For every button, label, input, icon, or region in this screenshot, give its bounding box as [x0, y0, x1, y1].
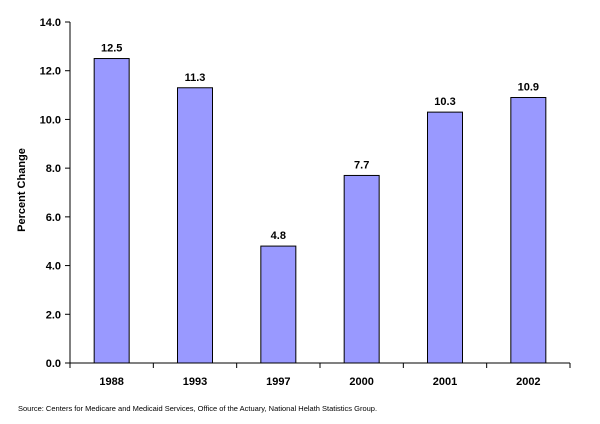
- source-note: Source: Centers for Medicare and Medicai…: [18, 404, 378, 413]
- y-axis: 0.0 2.0 4.0 6.0 8.0 10.0 12.0 14.0: [40, 17, 71, 370]
- y-tick-label: 4.0: [46, 261, 61, 273]
- x-tick-label-2000: 2000: [349, 376, 373, 388]
- data-label-1988: 12.5: [101, 43, 122, 55]
- x-axis: 1988 1993 1997 2000 2001 2002: [69, 362, 571, 388]
- x-tick-label-1988: 1988: [99, 376, 123, 388]
- bar-2001: [427, 111, 463, 364]
- bar-2000: [343, 174, 380, 364]
- y-tick-label: 8.0: [46, 163, 61, 175]
- x-tick-label-2002: 2002: [516, 376, 540, 388]
- bar-1997: [260, 245, 297, 364]
- y-axis-label: Percent Change: [16, 148, 28, 232]
- y-tick-label: 10.0: [40, 114, 61, 126]
- bars: 12.5 11.3 4.8 7.7 10.3 10.9: [93, 43, 547, 364]
- data-label-1993: 11.3: [185, 72, 206, 84]
- data-label-1997: 4.8: [271, 230, 286, 242]
- y-tick-label: 2.0: [46, 309, 61, 321]
- y-tick-label: 0.0: [46, 358, 61, 370]
- bar-1993: [177, 87, 213, 364]
- y-tick-label: 12.0: [40, 66, 61, 78]
- y-tick-label: 6.0: [46, 212, 61, 224]
- data-label-2001: 10.3: [434, 96, 455, 108]
- bar-2002: [510, 97, 547, 364]
- data-label-2002: 10.9: [518, 82, 539, 94]
- data-label-2000: 7.7: [354, 159, 369, 171]
- y-tick-label: 14.0: [40, 17, 61, 29]
- bar-chart: Percent Change 0.0 2.0 4.0 6.0 8.0 10.0 12.0 14…: [16, 17, 571, 388]
- x-tick-label-2001: 2001: [433, 376, 457, 388]
- x-tick-label-1993: 1993: [183, 376, 207, 388]
- bar-1988: [93, 58, 130, 364]
- x-tick-label-1997: 1997: [266, 376, 290, 388]
